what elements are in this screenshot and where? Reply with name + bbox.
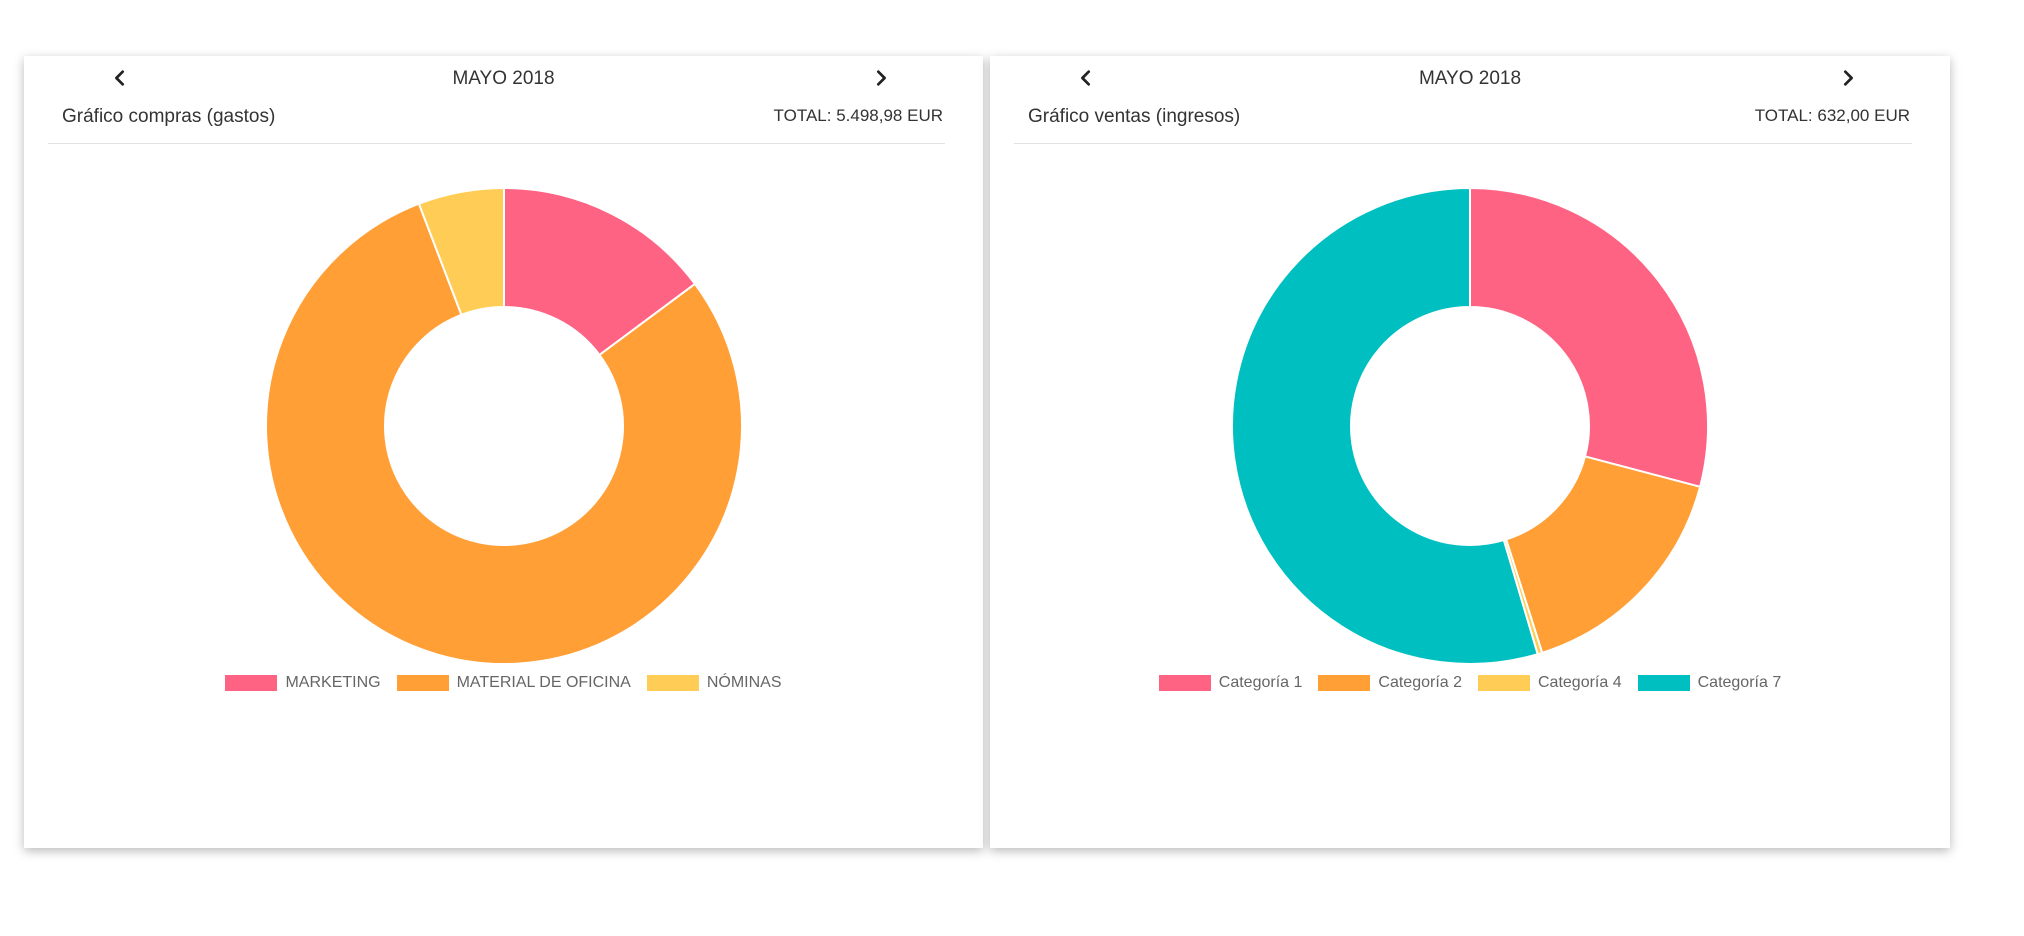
- chart-title: Gráfico compras (gastos): [62, 106, 276, 127]
- legend-item-nominas[interactable]: NÓMINAS: [646, 674, 782, 692]
- legend-swatch: [1318, 675, 1371, 691]
- legend-swatch: [1158, 675, 1211, 691]
- chart-title: Gráfico ventas (ingresos): [1028, 106, 1241, 127]
- legend-label: Categoría 7: [1697, 674, 1782, 691]
- divider: [1014, 143, 1912, 144]
- next-month-button[interactable]: [861, 58, 901, 98]
- chart-panel-sales: MAYO 2018 Gráfico ventas (ingresos) TOTA…: [990, 56, 1950, 848]
- next-month-button[interactable]: [1828, 58, 1868, 98]
- donut-slice-categoria-2[interactable]: [1504, 455, 1702, 655]
- donut-slice-categoria-7[interactable]: [1231, 186, 1539, 665]
- donut-slice-material-de-oficina[interactable]: [264, 202, 743, 665]
- legend-item-categoria-1[interactable]: Categoría 1: [1158, 674, 1303, 692]
- legend-swatch: [1478, 675, 1530, 691]
- chevron-left-icon: [115, 70, 125, 86]
- legend-label: MATERIAL DE OFICINA: [456, 674, 631, 691]
- legend-item-categoria-7[interactable]: Categoría 7: [1637, 674, 1782, 692]
- legend-item-categoria-2[interactable]: Categoría 2: [1318, 674, 1462, 692]
- chart-legend: MARKETING MATERIAL DE OFICINA NÓMINAS: [24, 674, 983, 692]
- previous-month-button[interactable]: [100, 58, 140, 98]
- total-amount: TOTAL: 5.498,98 EUR: [773, 106, 943, 125]
- chart-legend: Categoría 1 Categoría 2 Categoría 4 Categor…: [990, 674, 1950, 692]
- legend-swatch: [396, 675, 449, 691]
- donut-chart: [264, 186, 743, 665]
- previous-month-button[interactable]: [1066, 58, 1106, 98]
- legend-label: Categoría 1: [1218, 674, 1303, 691]
- donut-slice-categoria-1[interactable]: [1469, 186, 1709, 489]
- divider: [48, 143, 945, 144]
- legend-label: NÓMINAS: [706, 674, 782, 691]
- legend-swatch: [1637, 675, 1690, 691]
- donut-slice-nominas[interactable]: [417, 186, 505, 317]
- chevron-right-icon: [1843, 70, 1853, 86]
- legend-swatch: [646, 675, 699, 691]
- legend-label: MARKETING: [285, 674, 381, 691]
- donut-chart: [1231, 186, 1709, 665]
- legend-swatch: [225, 675, 278, 691]
- chevron-right-icon: [876, 70, 886, 86]
- chevron-left-icon: [1081, 70, 1091, 86]
- chart-panel-purchases: MAYO 2018 Gráfico compras (gastos) TOTAL…: [24, 56, 983, 848]
- legend-label: Categoría 2: [1378, 674, 1462, 691]
- legend-label: Categoría 4: [1538, 674, 1622, 691]
- legend-item-categoria-4[interactable]: Categoría 4: [1478, 674, 1622, 692]
- donut-slice-marketing[interactable]: [502, 186, 696, 357]
- legend-item-material-de-oficina[interactable]: MATERIAL DE OFICINA: [396, 674, 631, 692]
- legend-item-marketing[interactable]: MARKETING: [225, 674, 381, 692]
- month-label: MAYO 2018: [452, 68, 555, 89]
- total-amount: TOTAL: 632,00 EUR: [1754, 106, 1910, 125]
- month-label: MAYO 2018: [1418, 68, 1522, 89]
